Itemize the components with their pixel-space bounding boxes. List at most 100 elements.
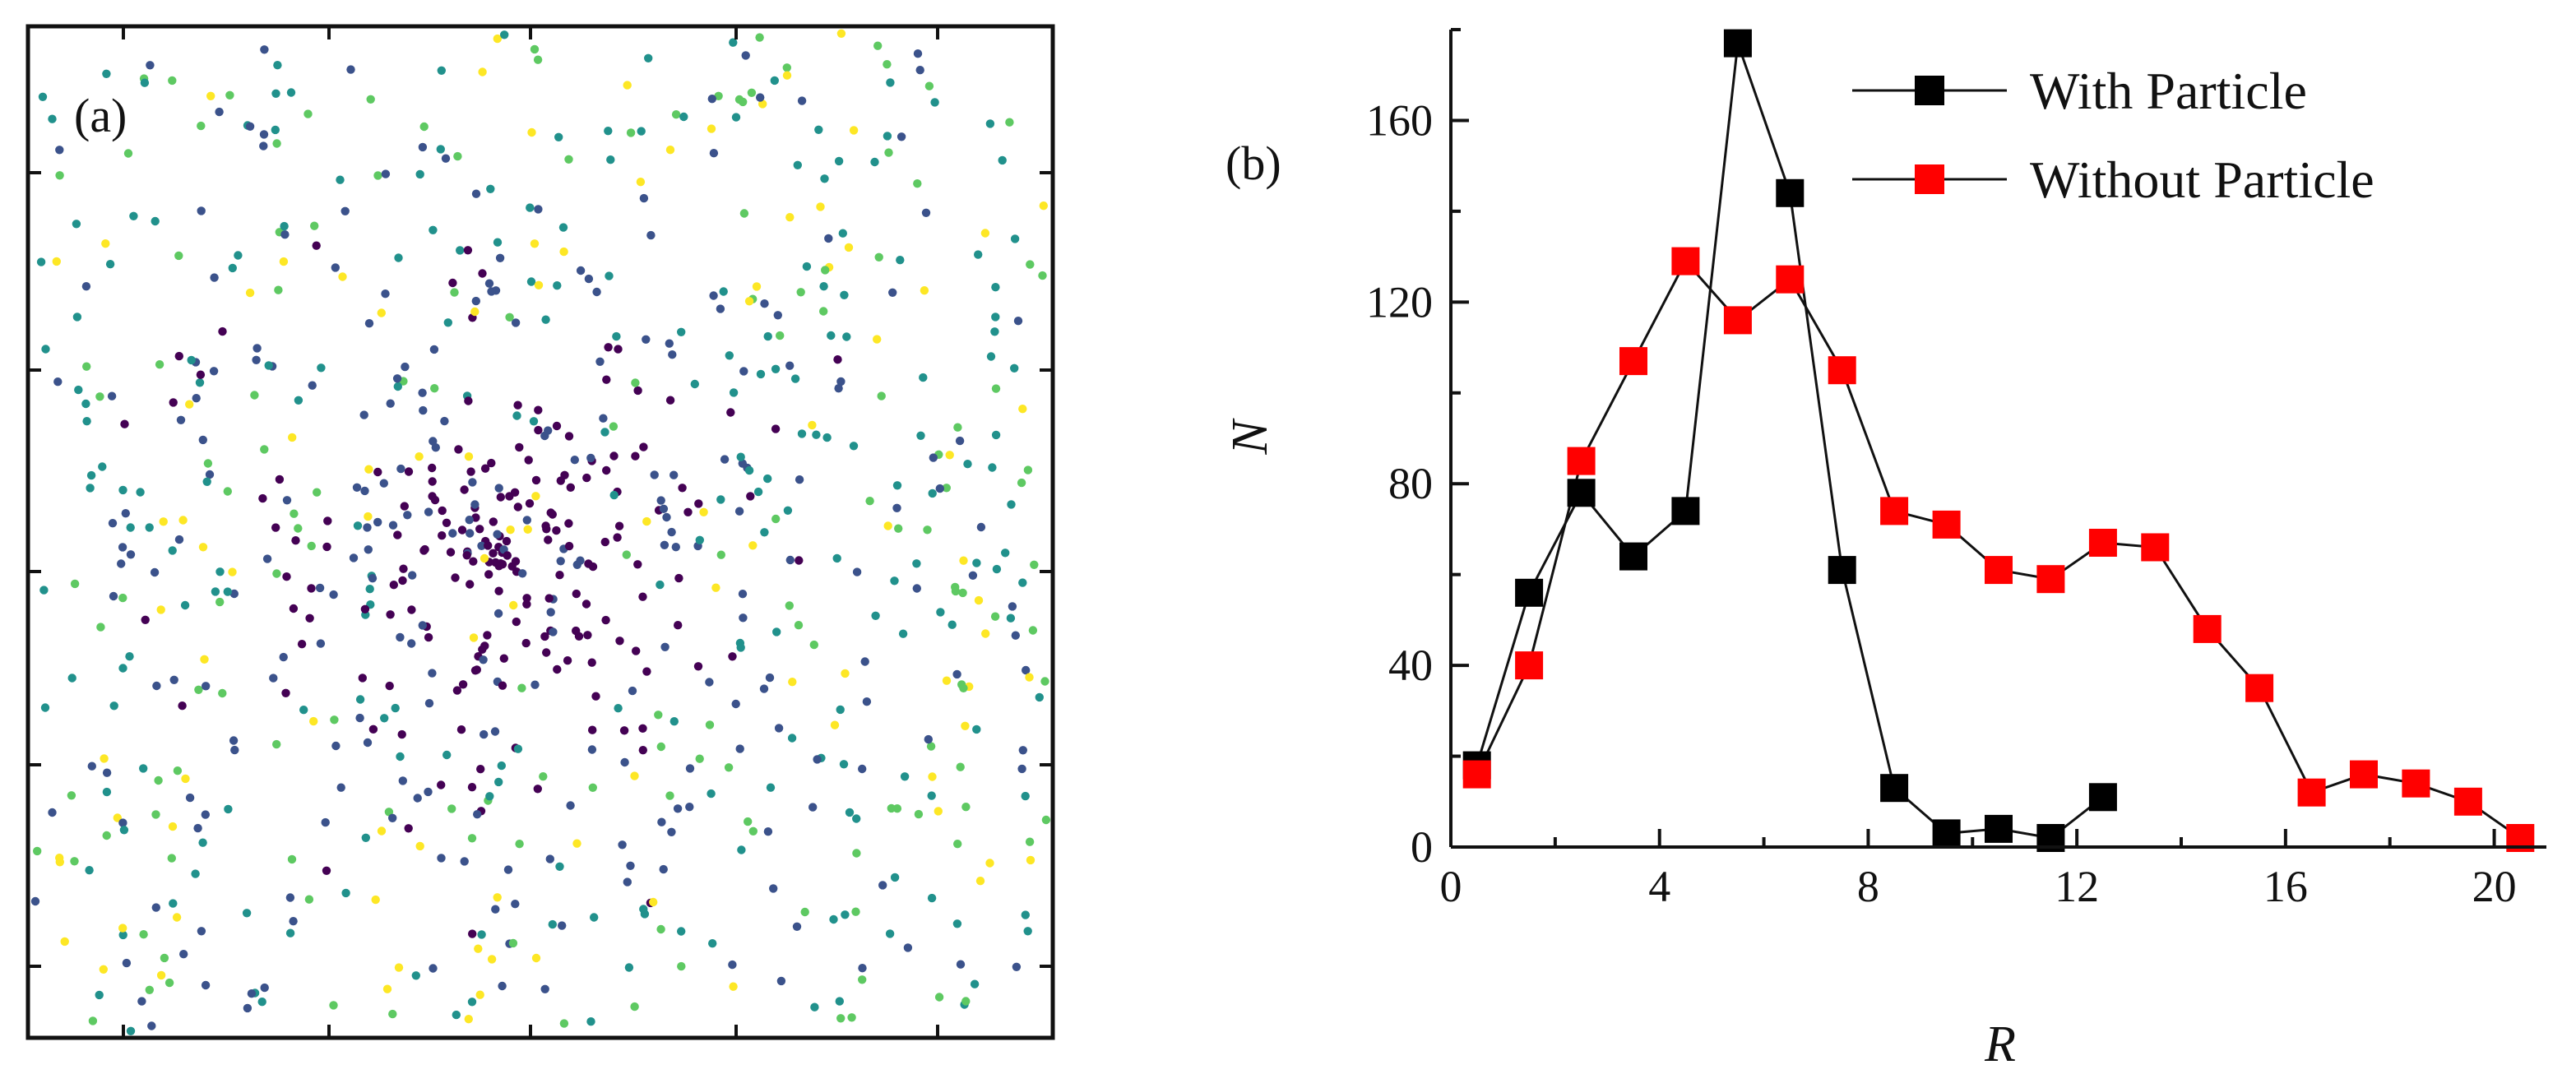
scatter-point bbox=[174, 351, 183, 361]
scatter-point bbox=[272, 739, 281, 749]
scatter-point bbox=[878, 881, 887, 890]
scatter-point bbox=[168, 546, 177, 555]
scatter-point bbox=[674, 621, 683, 630]
scatter-point bbox=[1010, 234, 1020, 243]
x-tick-label: 8 bbox=[1857, 862, 1879, 911]
scatter-point bbox=[729, 38, 738, 47]
scatter-point bbox=[442, 518, 452, 527]
scatter-point bbox=[707, 789, 716, 799]
scatter-point bbox=[785, 601, 794, 610]
scatter-point bbox=[958, 588, 967, 598]
scatter-point bbox=[437, 66, 446, 76]
scatter-point bbox=[705, 678, 714, 687]
scatter-point bbox=[935, 484, 945, 493]
scatter-point bbox=[716, 550, 725, 559]
scatter-point bbox=[816, 202, 825, 211]
scatter-point bbox=[900, 772, 910, 781]
scatter-point bbox=[102, 831, 111, 840]
scatter-point bbox=[656, 580, 665, 590]
scatter-point bbox=[377, 308, 386, 317]
series-marker bbox=[1619, 542, 1647, 571]
scatter-point bbox=[559, 1019, 569, 1028]
scatter-point bbox=[584, 274, 594, 284]
scatter-point bbox=[800, 907, 809, 917]
scatter-point bbox=[470, 666, 480, 675]
scatter-point bbox=[623, 877, 632, 887]
scatter-point bbox=[136, 488, 145, 497]
scatter-point bbox=[86, 470, 96, 480]
scatter-point bbox=[477, 541, 486, 550]
scatter-point bbox=[951, 582, 960, 592]
scatter-frame bbox=[25, 24, 1055, 1040]
scatter-point bbox=[716, 495, 725, 504]
scatter-point bbox=[360, 486, 369, 496]
scatter-point bbox=[572, 839, 581, 848]
scatter-point bbox=[836, 29, 846, 38]
scatter-point bbox=[600, 537, 609, 547]
scatter-point bbox=[178, 516, 188, 525]
series-marker bbox=[2402, 769, 2430, 798]
series-marker bbox=[1619, 347, 1647, 376]
scatter-point bbox=[912, 584, 922, 593]
scatter-point bbox=[1013, 317, 1023, 326]
scatter-point bbox=[484, 279, 494, 288]
y-axis-label: N bbox=[1222, 418, 1278, 456]
scatter-point bbox=[998, 155, 1007, 165]
scatter-point bbox=[736, 452, 745, 461]
scatter-point bbox=[428, 477, 437, 486]
scatter-point bbox=[394, 253, 403, 262]
scatter-point bbox=[181, 774, 190, 784]
scatter-point bbox=[525, 499, 535, 508]
scatter-point bbox=[119, 826, 129, 835]
scatter-point bbox=[810, 1002, 819, 1012]
scatter-point bbox=[1018, 746, 1028, 755]
scatter-point bbox=[522, 599, 531, 609]
scatter-point bbox=[555, 862, 564, 872]
scatter-point bbox=[498, 681, 507, 690]
scatter-point bbox=[358, 674, 367, 683]
scatter-point bbox=[180, 600, 190, 610]
scatter-point bbox=[272, 139, 281, 148]
scatter-point bbox=[544, 594, 554, 603]
scatter-point bbox=[361, 833, 370, 842]
scatter-point bbox=[673, 804, 683, 813]
scatter-point bbox=[466, 529, 475, 538]
scatter-point bbox=[304, 895, 314, 904]
scatter-point bbox=[693, 662, 703, 671]
scatter-point bbox=[179, 950, 188, 959]
scatter-point bbox=[620, 757, 629, 767]
scatter-point bbox=[588, 783, 597, 792]
scatter-point bbox=[835, 997, 844, 1006]
scatter-point bbox=[109, 591, 118, 601]
scatter-point bbox=[576, 266, 586, 275]
scatter-point bbox=[430, 384, 439, 393]
scatter-point bbox=[972, 724, 981, 734]
scatter-point bbox=[464, 396, 473, 405]
scatter-point bbox=[752, 282, 762, 291]
scatter-point bbox=[852, 814, 861, 823]
scatter-point bbox=[832, 553, 841, 563]
scatter-point bbox=[316, 639, 326, 648]
scatter-point bbox=[674, 573, 683, 583]
scatter-point bbox=[920, 286, 929, 295]
scatter-point bbox=[513, 744, 523, 753]
scatter-point bbox=[448, 278, 457, 288]
scatter-point bbox=[55, 146, 64, 155]
series-marker bbox=[1828, 356, 1856, 385]
scatter-point bbox=[794, 621, 804, 630]
legend-marker bbox=[1915, 164, 1944, 194]
scatter-point bbox=[604, 343, 613, 352]
scatter-point bbox=[470, 307, 480, 317]
scatter-point bbox=[638, 724, 647, 733]
scatter-point bbox=[1030, 560, 1039, 569]
scatter-point bbox=[633, 560, 642, 569]
scatter-point bbox=[587, 658, 596, 667]
scatter-point bbox=[413, 794, 422, 803]
scatter-point bbox=[873, 41, 883, 50]
scatter-point bbox=[197, 927, 206, 936]
scatter-point bbox=[624, 963, 634, 972]
scatter-point bbox=[429, 437, 438, 446]
scatter-point bbox=[642, 667, 651, 676]
scatter-point bbox=[1017, 764, 1026, 774]
scatter-point bbox=[947, 620, 957, 629]
